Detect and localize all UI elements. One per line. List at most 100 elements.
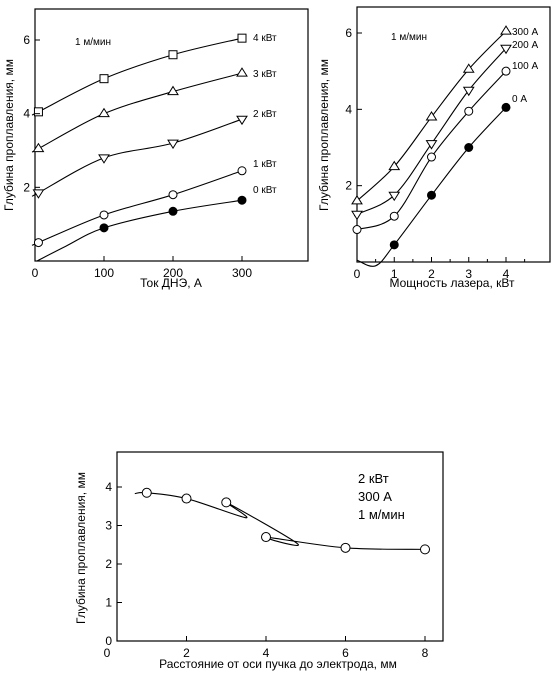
chart-2-frame: [356, 6, 551, 263]
chart-3-xtick-label: 6: [342, 646, 349, 660]
chart-3-ytick-label: 1: [105, 596, 112, 610]
chart-1-ytick-label: 4: [23, 107, 30, 121]
chart-2-series-4-point-4: [501, 102, 511, 112]
chart-1-annotation: 1 м/мин: [75, 37, 111, 48]
chart-3-xtick-label: 8: [422, 646, 429, 660]
chart-1-series-label-4kw: 4 кВт: [253, 33, 277, 44]
chart-2-ytick-label: 2: [345, 179, 352, 193]
chart-2-series-2-point-3: [425, 140, 438, 150]
chart-3-ytick-label: 3: [105, 519, 112, 533]
chart-3-series-1-curve: [134, 491, 426, 550]
chart-2-series-1-point-5: [500, 25, 512, 35]
chart-2-series-2-point-2: [388, 191, 401, 202]
chart-1-series-1-point-2: [99, 74, 109, 84]
chart-3: 0 2 4 6 8 0 1 2 3 4 Расстояние от оси пучка до эл…: [74, 451, 444, 671]
chart-2-xtick-label: 2: [428, 267, 435, 281]
chart-2-series-3-point-5: [501, 66, 511, 76]
chart-2-series-2-point-4: [462, 86, 475, 97]
chart-1-series-2-curve: [31, 72, 243, 153]
chart-1-series-4-curve: [31, 170, 243, 246]
chart-3-ylabel: Глубина проплавления, мм: [74, 472, 88, 624]
chart-1-series-3-point-3: [167, 139, 179, 150]
chart-3-frame: [116, 451, 444, 642]
chart-1-series-5-curve: [36, 199, 243, 262]
chart-3-ytick-label: 4: [105, 480, 112, 494]
chart-1: 0 100 200 300 2 4 6 Ток ДНЭ, А Глубина проплав…: [2, 8, 309, 290]
chart-1-series-1-point-3: [168, 50, 178, 60]
chart-3-series-1-point-6: [420, 544, 430, 555]
chart-2-series-4-point-1: [389, 240, 399, 250]
chart-1-series-3-point-4: [236, 115, 248, 126]
chart-1-series-label-2kw: 2 кВт: [253, 109, 277, 120]
chart-3-series-1-point-3: [221, 497, 232, 508]
chart-2-series-1-point-3: [425, 111, 438, 121]
chart-1-series-4-point-2: [99, 210, 109, 220]
chart-2-ytick-label: 6: [345, 26, 352, 40]
chart-1-series-1-point-4: [237, 33, 247, 43]
chart-1-xtick-label: 200: [163, 266, 183, 280]
chart-2-series-1-point-4: [462, 63, 475, 73]
chart-1-series-5-point-1: [99, 223, 109, 233]
chart-3-annotation-line-3: 1 м/мин: [358, 507, 405, 522]
chart-2-series-3-point-1: [352, 225, 362, 235]
chart-2-series-4-point-2: [427, 190, 436, 200]
chart-3-annotation-line-2: 300 А: [358, 489, 392, 504]
chart-1-series-3-curve: [31, 118, 243, 197]
chart-3-series-1-point-1: [141, 487, 152, 498]
chart-2-series-4-point-3: [464, 143, 474, 152]
chart-3-ytick-label: 0: [105, 634, 112, 648]
chart-2-annotation: 1 м/мин: [391, 32, 427, 43]
chart-1-series-2-point-4: [236, 67, 248, 77]
chart-1-series-label-0kw: 0 кВт: [253, 185, 277, 196]
chart-3-ytick-label: 2: [105, 557, 112, 571]
chart-1-xtick-label: 100: [94, 266, 114, 280]
chart-3-series-1-point-4: [261, 532, 271, 543]
chart-2-series-1-point-2: [388, 160, 401, 171]
chart-2-xtick-label: 3: [465, 267, 472, 281]
chart-1-series-4-point-4: [237, 166, 247, 176]
chart-1-series-1-curve: [31, 37, 243, 116]
chart-1-series-5-point-2: [168, 206, 178, 216]
chart-1-xtick-label: 300: [232, 266, 252, 280]
chart-2-series-2-point-5: [500, 44, 512, 55]
chart-3-series-1-point-2: [181, 493, 192, 504]
chart-1-series-1-point-1: [33, 107, 43, 117]
chart-1-series-4-point-3: [168, 190, 178, 200]
chart-2-series-2-point-1: [351, 210, 363, 221]
chart-2-series-label-100a: 100 А: [512, 61, 538, 72]
chart-1-series-2-point-1: [32, 142, 45, 153]
chart-2-ytick-label: 4: [345, 102, 352, 116]
chart-1-series-3-point-2: [98, 154, 110, 164]
chart-2-series-4-curve: [356, 107, 507, 267]
chart-3-series-1-point-5: [340, 542, 351, 553]
chart-1-ytick-label: 6: [23, 33, 30, 47]
chart-1-ylabel: Глубина проплавления, мм: [2, 59, 16, 211]
chart-1-xtick-label: 0: [32, 266, 39, 280]
chart-2-series-label-300a: 300 А: [512, 27, 538, 38]
chart-3-annotation-line-1: 2 кВт: [358, 471, 389, 486]
chart-1-series-3-point-1: [32, 189, 45, 199]
chart-3-xtick-label: 2: [183, 646, 190, 660]
chart-1-frame: [34, 8, 309, 262]
chart-2: 0 1 2 3 4 2 4 6 Мощность лазера, кВт Глубина пр…: [317, 6, 551, 290]
chart-2-series-3-point-4: [464, 106, 474, 116]
chart-1-series-label-1kw: 1 кВт: [253, 159, 277, 170]
chart-3-xlabel: Расстояние от оси пучка до электрода, мм: [159, 657, 397, 671]
chart-2-series-label-0a: 0 А: [512, 94, 527, 105]
chart-2-xtick-label: 0: [354, 267, 361, 281]
chart-2-series-1-point-1: [351, 194, 363, 205]
chart-1-series-label-3kw: 3 кВт: [253, 69, 277, 80]
chart-1-series-2-point-3: [167, 85, 179, 96]
chart-2-xtick-label: 1: [391, 267, 398, 281]
chart-2-xlabel: Мощность лазера, кВт: [389, 276, 515, 290]
chart-2-series-label-200a: 200 А: [512, 40, 538, 51]
chart-1-series-4-point-1: [33, 238, 43, 248]
chart-2-ylabel: Глубина проплавления, мм: [317, 59, 331, 211]
chart-1-ytick-label: 2: [23, 180, 30, 194]
chart-2-series-3-point-3: [427, 152, 436, 162]
chart-1-xlabel: Ток ДНЭ, А: [140, 276, 202, 290]
chart-3-xtick-label: 4: [263, 646, 270, 660]
chart-1-series-5-point-3: [237, 195, 247, 205]
chart-1-series-2-point-2: [98, 107, 110, 118]
